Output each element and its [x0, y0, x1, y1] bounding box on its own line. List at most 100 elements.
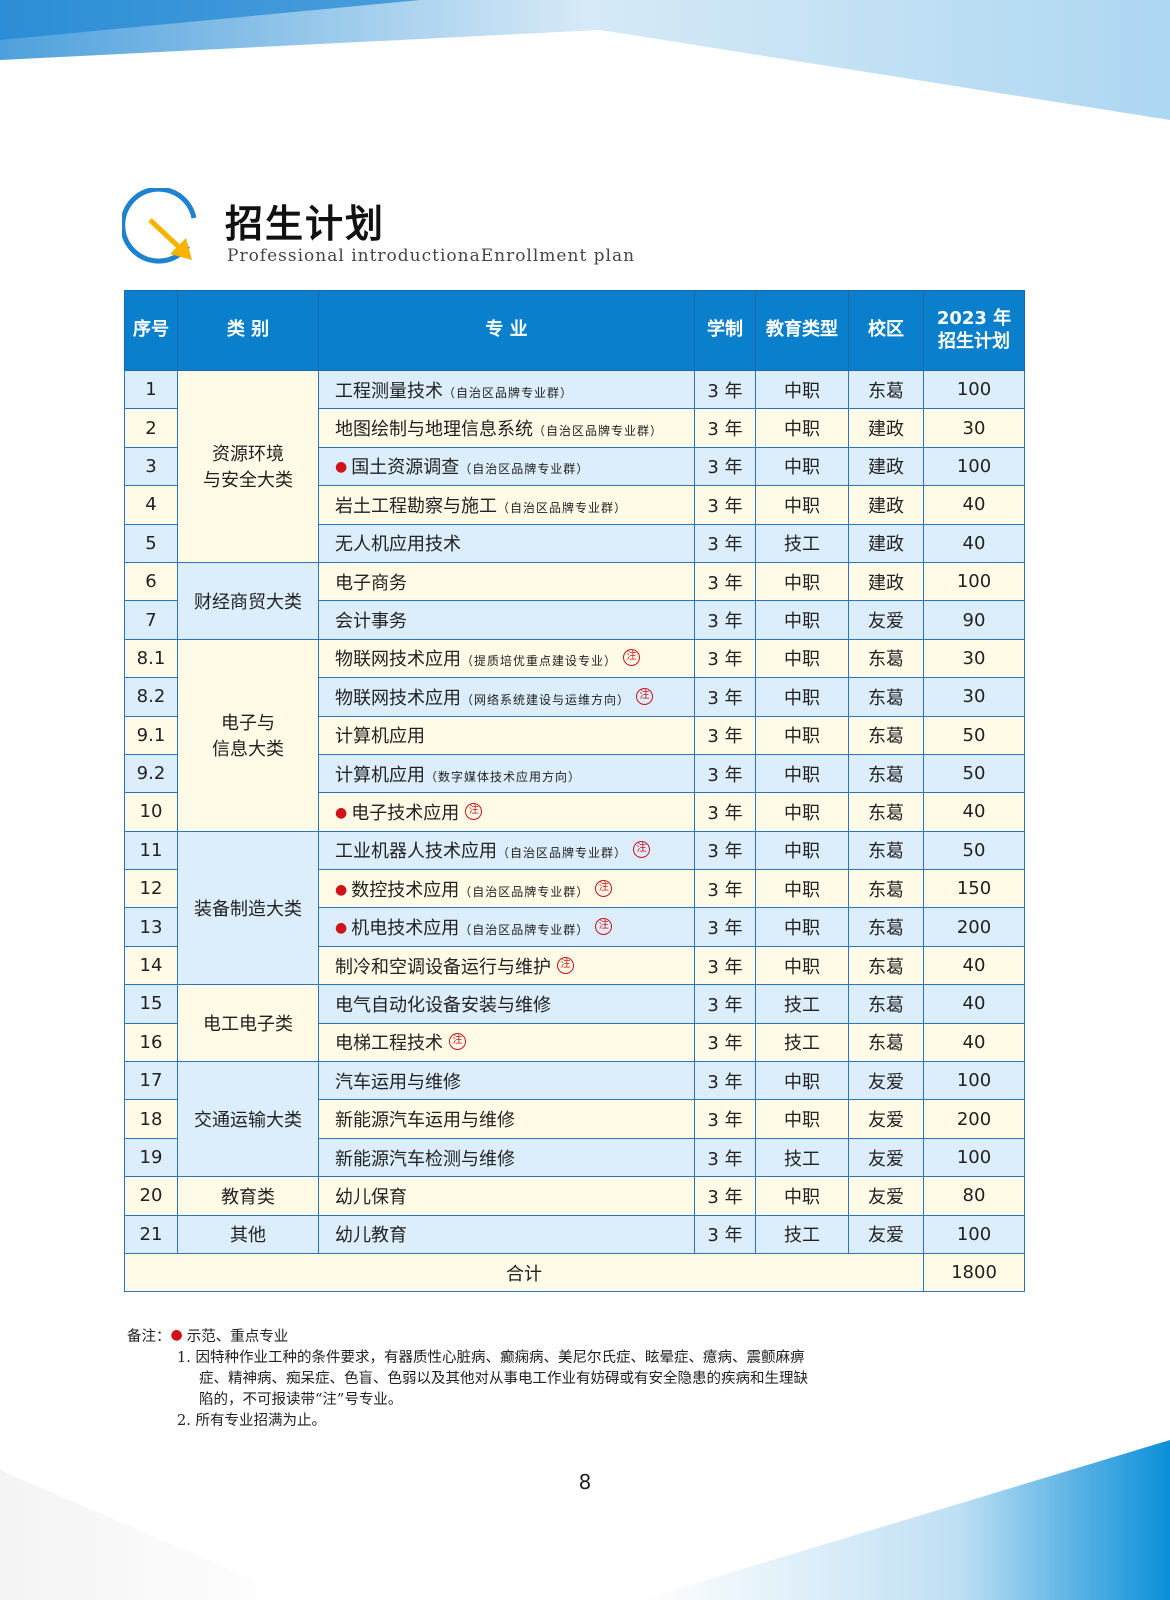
cell-campus: 友爱: [848, 1176, 924, 1216]
table-row: 8.1 电子与 信息大类 物联网技术应用（提质培优重点建设专业）注 3 年中职 东葛 30: [124, 638, 1025, 832]
cell-major: 电梯工程技术注: [318, 1022, 695, 1063]
cell-years: 3 年: [694, 792, 756, 832]
cell-campus: 友爱: [848, 1099, 924, 1139]
cell-campus: 友爱: [848, 1137, 924, 1178]
cell-no: 9.2: [124, 753, 178, 794]
cell-campus: 东葛: [848, 753, 924, 794]
cell-type: 中职: [755, 1176, 849, 1216]
cell-no: 11: [124, 830, 178, 871]
key-major-dot-icon: ●: [335, 920, 348, 937]
cell-years: 3 年: [694, 523, 756, 563]
cell-type: 中职: [755, 792, 849, 832]
zhu-mark-icon: 注: [636, 687, 654, 705]
table-row: 3 ● 国土资源调查（自治区品牌专业群） 3 年中职 建政 100: [124, 446, 1025, 487]
cell-campus: 东葛: [848, 869, 924, 909]
major-note: （自治区品牌专业群）: [459, 923, 590, 938]
table-row: 9.2 计算机应用（数字媒体技术应用方向） 3 年中职 东葛 50: [124, 753, 1025, 794]
cell-plan: 100: [923, 1214, 1025, 1254]
cell-no: 8.2: [124, 677, 178, 717]
cell-no: 20: [124, 1176, 178, 1216]
table-row: 15 电工电子类 电气自动化设备安装与维修 3 年技工 东葛 40: [124, 984, 1025, 1063]
cell-type: 中职: [755, 830, 849, 871]
cell-major: 制冷和空调设备运行与维护注: [318, 945, 695, 986]
cell-years: 3 年: [694, 600, 756, 640]
cell-campus: 东葛: [848, 792, 924, 832]
cell-major: ● 机电技术应用（自治区品牌专业群） 注: [318, 907, 695, 947]
zhu-mark-icon: 注: [623, 649, 641, 667]
major-name: 计算机应用: [335, 764, 425, 786]
cell-type: 中职: [755, 600, 849, 640]
cell-campus: 东葛: [848, 677, 924, 717]
cell-category: 财经商贸大类: [177, 561, 319, 640]
table-row: 20 教育类 幼儿保育 3 年中职 友爱 80: [124, 1176, 1025, 1216]
cell-type: 中职: [755, 715, 849, 755]
table-row: 12 ● 数控技术应用（自治区品牌专业群） 注 3 年中职 东葛 150: [124, 869, 1025, 909]
cell-years: 3 年: [694, 1061, 756, 1101]
cell-plan: 40: [923, 984, 1025, 1024]
col-header-major: 专 业: [318, 290, 695, 371]
cell-no: 15: [124, 984, 178, 1024]
cell-campus: 东葛: [848, 715, 924, 755]
cell-plan: 100: [923, 561, 1025, 602]
major-note: （自治区品牌专业群）: [459, 884, 590, 899]
cell-major: 计算机应用: [318, 715, 695, 755]
category-label-line: 信息大类: [212, 739, 284, 761]
major-name: 岩土工程勘察与施工: [335, 495, 497, 517]
cell-major: 新能源汽车运用与维修: [318, 1099, 695, 1139]
cell-no: 4: [124, 485, 178, 525]
cell-major: 工程测量技术（自治区品牌专业群）: [318, 369, 695, 410]
table-row: 6 财经商贸大类 电子商务 3 年中职 建政 100: [124, 561, 1025, 640]
cell-plan: 100: [923, 369, 1025, 410]
cell-plan: 100: [923, 1137, 1025, 1178]
cell-campus: 友爱: [848, 1214, 924, 1254]
page-number: 8: [578, 1470, 592, 1494]
page-subtitle: Professional introductionaEnrollment pla…: [227, 246, 636, 266]
cell-campus: 友爱: [848, 1061, 924, 1101]
major-name: 汽车运用与维修: [335, 1071, 461, 1093]
cell-major: 地图绘制与地理信息系统（自治区品牌专业群）: [318, 408, 695, 448]
major-name: 机电技术应用: [351, 918, 460, 940]
cell-years: 3 年: [694, 485, 756, 525]
cell-type: 中职: [755, 638, 849, 679]
cell-campus: 东葛: [848, 369, 924, 410]
cell-type: 中职: [755, 869, 849, 909]
cell-no: 16: [124, 1022, 178, 1063]
cell-plan: 40: [923, 945, 1025, 986]
col-header-plan-year: 2023 年: [936, 308, 1012, 329]
cell-category: 其他: [177, 1214, 319, 1254]
cell-major: 工业机器人技术应用（自治区品牌专业群） 注: [318, 830, 695, 871]
cell-major: 无人机应用技术: [318, 523, 695, 563]
cell-years: 3 年: [694, 1214, 756, 1254]
cell-years: 3 年: [694, 830, 756, 871]
cell-plan: 30: [923, 408, 1025, 448]
major-note: （自治区品牌专业群）: [497, 846, 628, 861]
major-name: 制冷和空调设备运行与维护: [335, 956, 551, 978]
cell-campus: 建政: [848, 446, 924, 487]
note-line: 2. 所有专业招满为止。: [177, 1413, 326, 1429]
zhu-mark-icon: 注: [449, 1033, 466, 1051]
table-header-row: 序号 类 别 专 业 学制 教育类型 校区 2023 年招生计划: [124, 290, 1025, 371]
cell-type: 中职: [755, 677, 849, 717]
cell-no: 9.1: [124, 715, 178, 755]
cell-campus: 建政: [848, 523, 924, 563]
major-name: 幼儿教育: [335, 1225, 407, 1247]
cell-campus: 建政: [848, 408, 924, 448]
cell-type: 技工: [755, 523, 849, 563]
cell-years: 3 年: [694, 1022, 756, 1063]
cell-no: 5: [124, 523, 178, 563]
cell-major: 电子商务: [318, 561, 695, 602]
cell-no: 14: [124, 945, 178, 986]
cell-type: 技工: [755, 1214, 849, 1254]
zhu-mark-icon: 注: [595, 879, 613, 897]
cell-no: 6: [124, 561, 178, 602]
major-name: 数控技术应用: [351, 879, 460, 901]
zhu-mark-icon: 注: [633, 841, 651, 859]
cell-years: 3 年: [694, 753, 756, 794]
major-note: （提质培优重点建设专业）: [461, 654, 618, 669]
cell-major: 岩土工程勘察与施工（自治区品牌专业群）: [318, 485, 695, 525]
cell-years: 3 年: [694, 561, 756, 602]
table-row: 5 无人机应用技术 3 年技工 建政 40: [124, 523, 1025, 563]
cell-years: 3 年: [694, 446, 756, 487]
cell-category: 交通运输大类: [177, 1061, 319, 1178]
key-major-dot-icon: ●: [170, 1327, 183, 1343]
